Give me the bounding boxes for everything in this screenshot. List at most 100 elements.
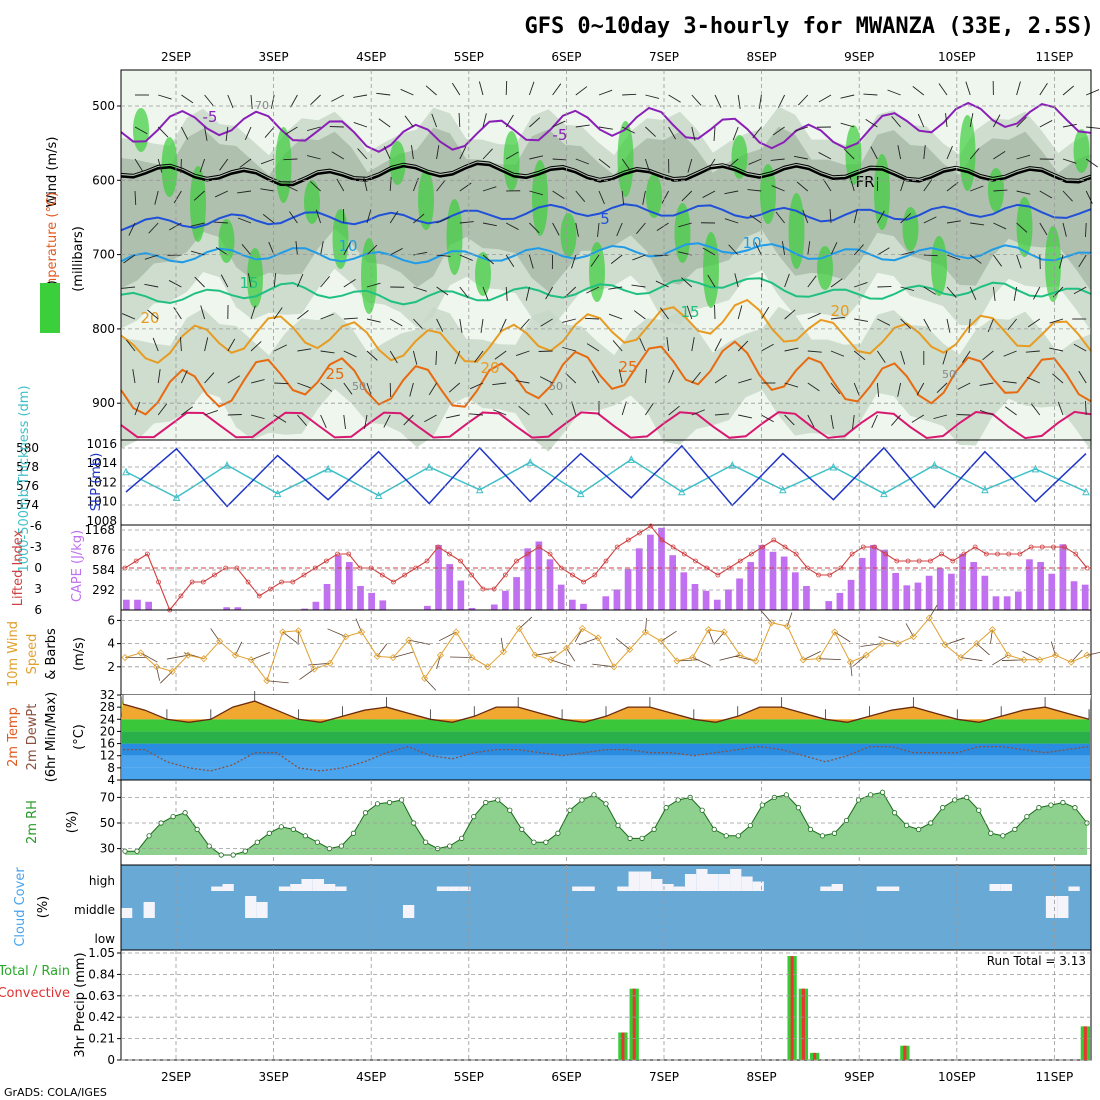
wind-barb	[807, 312, 821, 320]
cape-bar	[513, 577, 520, 610]
y-axis-label: Cloud Cover	[13, 867, 28, 947]
lifted-index-point	[816, 572, 821, 578]
wind-speed-point	[200, 655, 208, 663]
wind-barb	[296, 273, 304, 288]
cape-bar	[669, 555, 677, 610]
high-cloud-bar	[459, 886, 471, 891]
thickness-point	[475, 485, 484, 494]
wind-barb	[383, 146, 391, 160]
cape-bar	[836, 592, 844, 610]
wind-barb	[180, 126, 189, 140]
cape-bar	[892, 573, 899, 610]
y-tick-label-right: 876	[92, 543, 115, 557]
wind-barb	[1013, 286, 1018, 301]
top-date-label: 9SEP	[844, 50, 874, 64]
wind-barb	[668, 94, 681, 103]
wind-barb	[191, 250, 205, 256]
lifted-index-point	[435, 544, 441, 550]
wind-barb	[505, 151, 519, 160]
wind-barb	[853, 350, 866, 361]
wind-barb	[173, 307, 182, 320]
wind-barb	[793, 155, 808, 160]
wind-barb-10m	[692, 657, 711, 667]
precip-convective-bar	[903, 1045, 907, 1060]
y-tick-label: 32	[100, 688, 115, 702]
rh-point	[1036, 805, 1042, 811]
middle-cloud-bar	[245, 896, 257, 918]
thickness-point	[627, 455, 636, 463]
wind-barb	[331, 151, 345, 160]
wind-barb	[900, 350, 906, 365]
wind-barb	[900, 251, 915, 256]
contour-label: 25	[618, 358, 637, 376]
bottom-date-label: 7SEP	[649, 1070, 679, 1084]
rh-point	[579, 797, 585, 803]
wind-barb	[645, 403, 654, 416]
wind-barb	[897, 382, 902, 397]
temperature-contour-line-30	[120, 410, 1092, 440]
wind-barb-10m	[299, 668, 315, 680]
thickness-point	[677, 487, 686, 496]
wind-barb	[631, 284, 646, 288]
wind-barb	[598, 158, 611, 168]
wind-barb	[389, 248, 403, 256]
cape-bar	[145, 601, 152, 610]
contour-label: 15	[680, 303, 699, 321]
wind-barb	[134, 190, 137, 206]
bottom-date-label: 5SEP	[454, 1070, 484, 1084]
rh-point	[194, 826, 200, 833]
wind-barb-10m	[282, 631, 298, 644]
wind-barb-10m	[160, 671, 173, 684]
rh-humid-blob	[218, 219, 235, 263]
top-date-label: 10SEP	[938, 50, 976, 64]
y-tick-label: 700	[92, 248, 115, 262]
lifted-index-point	[659, 537, 665, 543]
middle-cloud-bar	[143, 902, 155, 918]
cloud-level-label: high	[89, 874, 115, 888]
wind-barb	[262, 214, 275, 224]
wind-barb	[737, 94, 741, 109]
wind-barb	[458, 112, 461, 128]
wind-barb	[1085, 222, 1087, 238]
lifted-index-point	[256, 593, 262, 599]
wind-barb	[273, 307, 283, 320]
wind-barb	[863, 93, 878, 96]
contour-label: 5	[600, 210, 610, 228]
rh-humid-blob	[760, 164, 776, 224]
lifted-index-point	[737, 558, 743, 564]
wind-barb	[575, 86, 588, 96]
wind-barb	[134, 401, 141, 416]
wind-barb-10m	[327, 628, 346, 638]
lifted-index-point	[782, 544, 788, 550]
wind-barb	[157, 158, 163, 173]
lifted-index-point	[927, 558, 933, 564]
wind-barb	[237, 217, 252, 224]
rh-2m-panel: 30 50 70 2m RH (%)	[25, 779, 1092, 866]
lifted-index-point	[514, 558, 519, 564]
wind-barb	[158, 94, 172, 100]
run-total-label: Run Total = 3.13	[987, 954, 1086, 968]
wind-barb	[608, 313, 623, 320]
rh-humid-blob	[389, 141, 406, 185]
wind-barb	[227, 375, 241, 384]
cape-bar	[881, 549, 888, 610]
wind-barb	[598, 126, 613, 130]
precip-convective-bar	[632, 988, 636, 1060]
wind-barb	[598, 190, 605, 205]
wind-barb	[424, 414, 437, 423]
wind-speed-point	[547, 656, 555, 664]
wind-barb	[320, 275, 330, 288]
wind-speed-point	[152, 663, 161, 671]
wind-speed-point	[436, 651, 444, 659]
wind-barb	[645, 94, 660, 99]
rh-humid-blob	[788, 193, 805, 269]
lifted-index-point	[223, 565, 229, 571]
rh-point	[976, 807, 982, 813]
top-date-label: 6SEP	[551, 50, 581, 64]
wind-speed-point	[626, 645, 634, 653]
wind-barb	[409, 382, 414, 397]
wind-barb	[505, 222, 519, 230]
rh-point	[507, 807, 513, 813]
wind-barb	[686, 305, 693, 320]
wind-barb	[853, 209, 858, 224]
